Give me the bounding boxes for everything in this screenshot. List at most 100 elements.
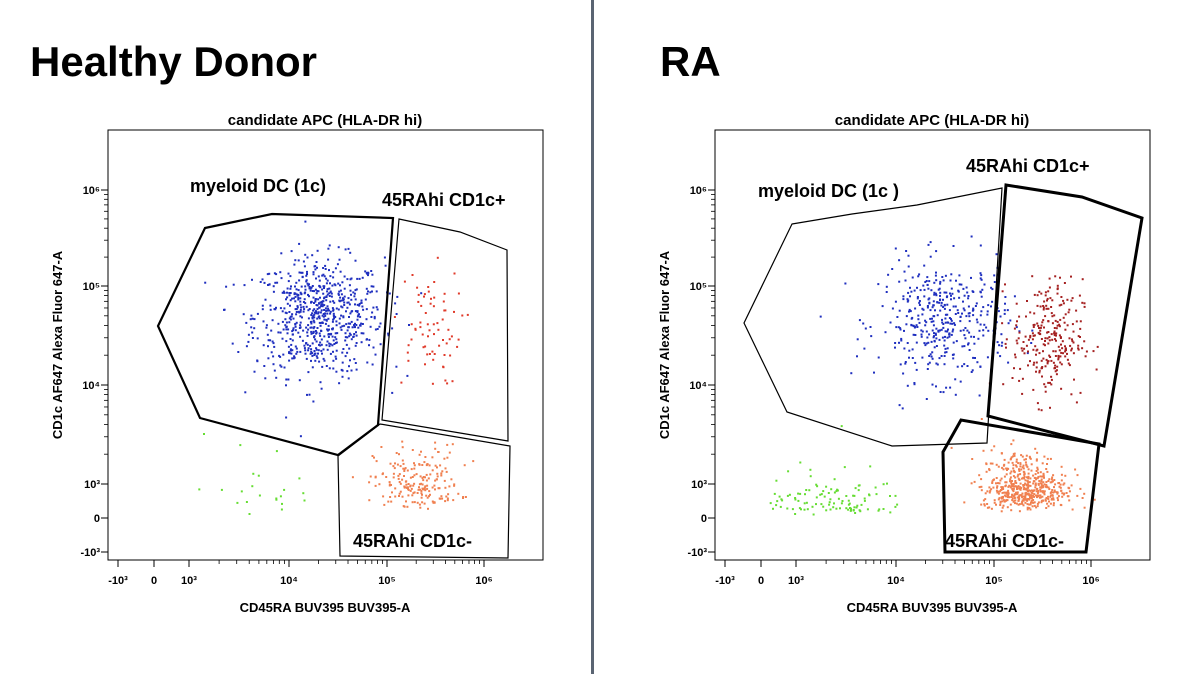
event-dot [251,317,254,320]
event-dot [910,290,913,293]
event-dot [398,495,400,497]
event-dot [271,319,274,322]
event-dot [999,479,1002,482]
event-dot [302,329,305,332]
event-dot [1050,481,1053,484]
event-dot [978,474,981,477]
event-dot [950,446,953,449]
event-dot [1065,492,1068,494]
event-dot [327,258,330,261]
x-axis-label: CD45RA BUV395 BUV395-A [847,600,1018,615]
event-dot [353,358,356,361]
event-dot [281,320,284,323]
event-dot [326,340,329,343]
event-dot [989,462,992,465]
event-dot [1060,296,1063,298]
event-dot [1051,480,1054,483]
event-dot [421,333,424,336]
event-dot [354,289,357,292]
event-dot [1044,390,1047,393]
event-dot [1071,323,1074,326]
event-dot [939,391,942,393]
event-dot [916,297,919,300]
event-dot [398,473,401,476]
event-dot [1046,502,1049,505]
event-dot [937,288,940,291]
event-dot [1005,492,1008,495]
event-dot [1055,334,1057,337]
event-dot [1040,324,1043,327]
event-dot [341,361,344,364]
event-dot [946,313,949,316]
event-dot [979,244,982,247]
event-dot [311,285,314,287]
event-dot [799,461,802,464]
event-dot [1048,488,1051,490]
event-dot [1017,477,1020,480]
event-dot [407,488,410,491]
event-dot [1020,487,1022,489]
event-dot [931,351,934,354]
event-dot [997,465,1000,468]
event-dot [1060,479,1063,482]
event-dot [453,310,455,313]
event-dot [1002,488,1005,490]
event-dot [353,324,355,327]
y-tick-labels: -10³ 0 10³ 10⁴ 10⁵ 10⁶ [80,185,100,559]
event-dot [1001,322,1004,325]
event-dot [289,275,292,278]
event-dot [1036,492,1039,495]
event-dot [321,305,324,308]
event-dot [1036,402,1039,405]
event-dot [913,289,916,292]
event-dot [991,300,994,303]
event-dot [903,329,905,332]
event-dot [917,318,920,321]
event-dot [399,490,402,493]
event-dot [1032,324,1035,326]
event-dot [323,335,326,338]
event-dot [347,377,350,380]
event-dot [933,332,935,335]
event-dot [331,328,334,331]
event-dot [315,348,318,351]
event-dot [288,352,291,355]
event-dot [1035,478,1038,481]
event-dot [1028,489,1030,492]
event-dot [991,482,994,484]
event-dot [949,322,952,325]
event-dot [1072,352,1075,355]
event-dot [837,497,840,500]
event-dot [927,341,930,344]
event-dot [415,473,418,476]
event-dot [1022,341,1025,343]
event-dot [290,343,293,346]
event-dot [308,286,311,288]
event-dot [968,312,971,315]
event-dot [1060,343,1062,346]
event-dot [271,340,274,343]
event-dot [289,292,292,294]
event-dot [950,318,952,321]
event-dot [444,379,447,382]
event-dot [1018,468,1020,471]
event-dot [310,326,313,329]
event-dot [1047,505,1050,508]
event-dot [931,317,933,320]
event-dot [1013,454,1016,457]
event-dot [292,327,295,330]
event-dot [340,314,343,317]
event-dot [1018,487,1021,490]
event-dot [1053,327,1056,329]
event-dot [1026,465,1029,468]
event-dot [394,495,397,498]
event-dot [1017,473,1020,476]
event-dot [928,361,931,364]
event-dot [962,329,965,332]
event-dot [1030,489,1033,492]
event-dot [300,306,303,309]
event-dot [279,307,282,310]
event-dot [847,503,850,506]
event-dot [1043,493,1046,496]
event-dot [982,306,985,309]
